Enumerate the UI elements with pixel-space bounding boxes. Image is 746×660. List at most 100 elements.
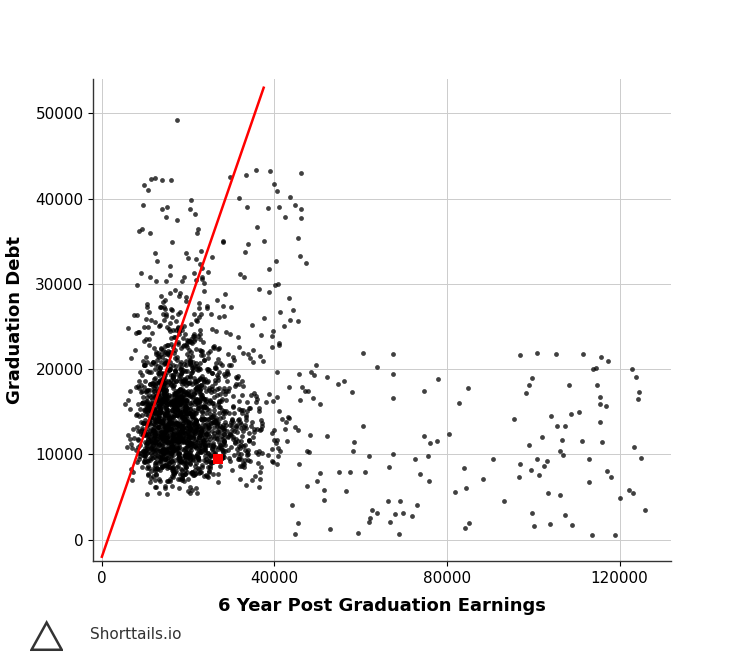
Point [227, 391, 239, 402]
Point [163, 405, 175, 415]
Point [414, 469, 426, 479]
Point [143, 463, 155, 474]
Point [141, 488, 153, 499]
Point [131, 409, 142, 420]
Point [182, 451, 194, 461]
Point [151, 349, 163, 360]
Point [165, 447, 177, 457]
Point [224, 429, 236, 440]
Point [159, 346, 171, 357]
Point [146, 327, 158, 338]
Point [187, 418, 199, 429]
Point [192, 420, 204, 431]
Point [213, 312, 225, 322]
Point [156, 445, 168, 455]
Point [152, 457, 164, 468]
Point [263, 264, 275, 275]
Point [151, 436, 163, 446]
Point [165, 448, 177, 459]
Point [202, 420, 214, 430]
Point [527, 508, 539, 518]
Point [213, 452, 225, 463]
Point [154, 407, 166, 417]
Point [187, 329, 199, 339]
Point [134, 366, 146, 377]
Point [163, 376, 175, 386]
Point [142, 434, 154, 444]
Point [210, 446, 222, 457]
Point [177, 397, 189, 407]
Point [165, 424, 177, 435]
Point [142, 419, 154, 430]
Point [187, 431, 199, 442]
Point [184, 354, 195, 365]
Point [190, 422, 202, 432]
Point [157, 407, 169, 418]
Point [175, 401, 187, 411]
Point [228, 381, 240, 391]
Point [189, 361, 201, 372]
Point [263, 389, 275, 399]
Point [148, 404, 160, 414]
Point [169, 402, 181, 412]
Point [173, 452, 185, 463]
Point [179, 408, 191, 418]
Point [204, 346, 216, 357]
Point [192, 453, 204, 463]
Point [179, 376, 191, 387]
Point [160, 434, 172, 445]
Point [138, 450, 150, 461]
Point [148, 424, 160, 435]
Point [272, 337, 284, 348]
Point [160, 391, 172, 402]
Point [185, 445, 197, 455]
Point [184, 438, 195, 448]
Point [212, 426, 224, 437]
Point [194, 325, 206, 335]
Point [524, 465, 536, 475]
Point [146, 428, 158, 438]
Point [192, 435, 204, 446]
Point [209, 374, 221, 385]
Point [163, 389, 175, 400]
Point [165, 424, 177, 435]
Point [156, 452, 168, 463]
Point [253, 481, 265, 492]
Point [141, 463, 153, 473]
Point [283, 314, 295, 325]
Point [201, 353, 213, 364]
Point [530, 348, 542, 358]
Point [630, 372, 642, 382]
Point [538, 461, 550, 472]
Point [211, 434, 223, 444]
Point [161, 453, 173, 463]
Point [235, 423, 247, 434]
Point [196, 432, 208, 443]
Point [158, 302, 170, 313]
Point [172, 339, 184, 350]
Point [190, 415, 202, 426]
Point [145, 436, 157, 447]
Point [199, 426, 211, 437]
Point [167, 457, 179, 468]
Point [180, 360, 192, 370]
Point [169, 434, 181, 445]
Point [236, 440, 248, 451]
Point [169, 469, 181, 479]
Point [175, 455, 186, 466]
Point [154, 302, 166, 312]
Point [151, 408, 163, 418]
Point [247, 432, 259, 442]
Point [138, 381, 150, 392]
Point [166, 304, 178, 315]
Point [167, 360, 179, 370]
Point [175, 464, 187, 475]
Point [219, 371, 231, 381]
Point [218, 433, 230, 444]
Point [188, 372, 200, 383]
Point [144, 271, 156, 282]
Point [186, 366, 198, 377]
Point [185, 337, 197, 347]
Point [144, 412, 156, 423]
Point [131, 310, 143, 320]
